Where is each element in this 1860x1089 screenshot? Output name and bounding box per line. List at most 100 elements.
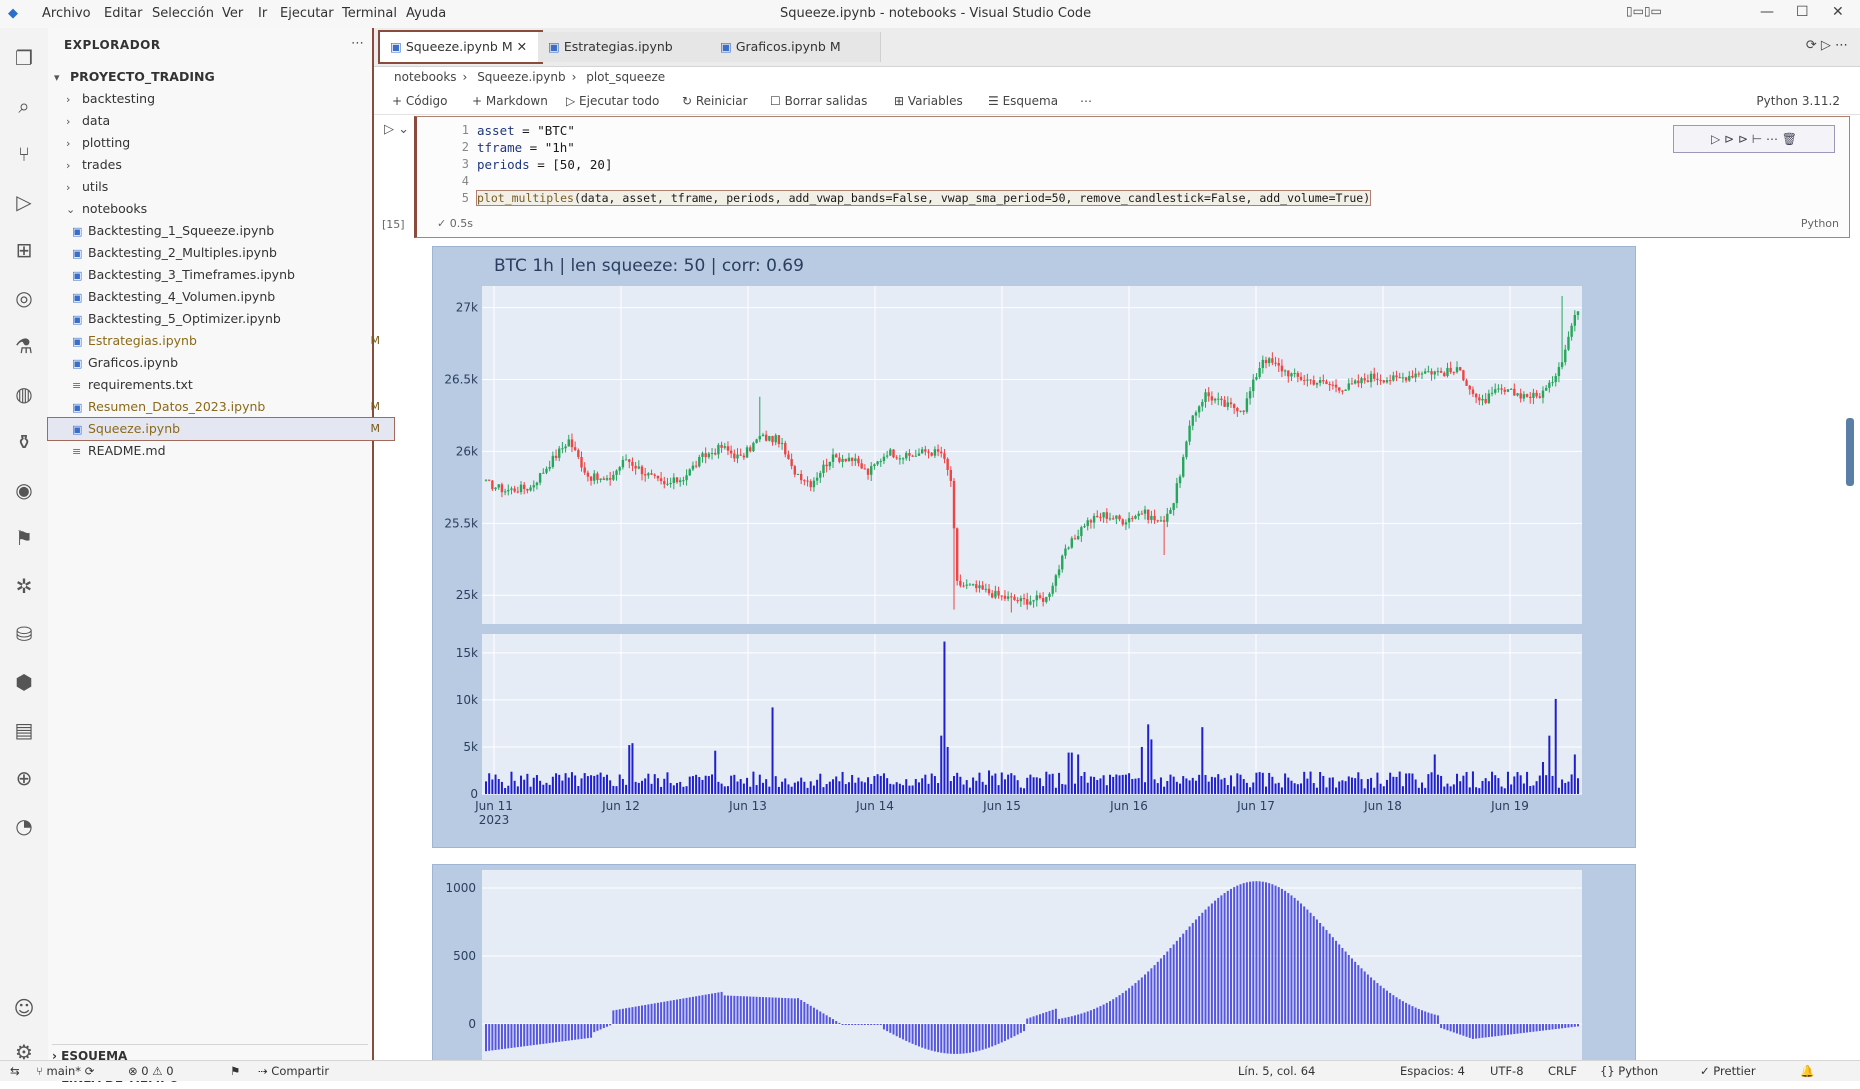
file-tree-item[interactable]: ▣ Backtesting_5_Optimizer.ipynb <box>48 308 394 330</box>
branch-status[interactable]: ⑂ main* ⟳ <box>36 1064 95 1078</box>
more-actions-icon[interactable]: ⋯ <box>351 36 364 51</box>
menu-go[interactable]: Ir <box>258 6 268 21</box>
prettier-status[interactable]: ✓ Prettier <box>1700 1064 1756 1078</box>
bookmark-icon[interactable]: ⚑ <box>15 526 33 550</box>
file-tree-item[interactable]: ⌄ notebooks <box>48 198 388 220</box>
menu-edit[interactable]: Editar <box>104 6 143 21</box>
volume-bar <box>1503 788 1506 794</box>
project-root[interactable]: ▾ PROYECTO_TRADING <box>48 66 376 88</box>
candle-body <box>720 444 723 448</box>
run-all-button[interactable]: ▷ Ejecutar todo <box>566 94 660 108</box>
breadcrumb-item[interactable]: plot_squeeze <box>586 70 666 84</box>
bell-icon[interactable]: ⚑ <box>230 1064 241 1078</box>
code-cell[interactable]: 1 asset = "BTC" 2 tframe = "1h" 3 periods = [… <box>414 116 1850 238</box>
x-tick-label: Jun 15 <box>982 799 1021 813</box>
squeeze-bar <box>494 1024 497 1050</box>
tab-graficos[interactable]: ▣ Graficos.ipynb M <box>710 32 881 62</box>
candle-body <box>911 455 914 457</box>
squeeze-bar <box>663 1001 666 1024</box>
file-tree-item[interactable]: ▣ Estrategias.ipynb M <box>48 330 394 352</box>
file-tree-item[interactable]: ▣ Squeeze.ipynb M <box>47 417 395 441</box>
close-button[interactable]: ✕ <box>1832 4 1844 20</box>
menu-run[interactable]: Ejecutar <box>280 6 334 21</box>
encoding-status[interactable]: UTF-8 <box>1490 1064 1524 1078</box>
add-code-button[interactable]: + Código <box>392 94 448 108</box>
explorer-icon[interactable]: ❐ <box>15 46 33 70</box>
close-tab-icon[interactable]: ✕ <box>516 39 528 54</box>
menu-help[interactable]: Ayuda <box>406 6 447 21</box>
cursor-position[interactable]: Lín. 5, col. 64 <box>1238 1064 1316 1078</box>
testing-icon[interactable]: ⚗ <box>15 334 33 358</box>
code-line: plot_multiples(data, asset, tframe, peri… <box>475 190 1372 206</box>
tab-estrategias[interactable]: ▣ Estrategias.ipynb <box>538 32 711 62</box>
variables-button[interactable]: ⊞ Variables <box>894 94 963 108</box>
search-icon[interactable]: ⌕ <box>18 94 30 118</box>
outline-button[interactable]: ☰ Esquema <box>988 94 1059 108</box>
editor-actions[interactable]: ⟳ ▷ ⋯ <box>1805 38 1848 53</box>
add-markdown-button[interactable]: + Markdown <box>472 94 548 108</box>
account-icon[interactable]: ☺ <box>13 996 35 1020</box>
minimize-button[interactable]: — <box>1760 4 1774 20</box>
code-token: = [50, 20] <box>529 157 613 172</box>
file-tree-item[interactable]: › backtesting <box>48 88 388 110</box>
problems-status[interactable]: ⊗ 0 ⚠ 0 <box>128 1064 174 1078</box>
squeeze-bar <box>761 997 764 1024</box>
kernel-picker[interactable]: Python 3.11.2 <box>1756 94 1840 108</box>
globe-icon[interactable]: ⊕ <box>15 766 33 790</box>
menu-terminal[interactable]: Terminal <box>342 6 397 21</box>
file-tree-item[interactable]: › utils <box>48 176 388 198</box>
run-debug-icon[interactable]: ▷ <box>16 190 32 214</box>
breadcrumb-item[interactable]: Squeeze.ipynb <box>477 70 566 84</box>
maximize-button[interactable]: ☐ <box>1796 4 1809 20</box>
file-tree-item[interactable]: ▣ Graficos.ipynb <box>48 352 394 374</box>
gear-extension-icon[interactable]: ✲ <box>15 574 33 598</box>
remote-explorer-icon[interactable]: ◎ <box>15 286 33 310</box>
file-tree-item[interactable]: ▣ Backtesting_3_Timeframes.ipynb <box>48 264 394 286</box>
menu-selection[interactable]: Selección <box>152 6 214 21</box>
source-control-icon[interactable]: ⑂ <box>18 142 30 166</box>
cell-toolbar[interactable]: ▷ ⊳ ⊳ ⊢ ⋯ 🗑 <box>1673 125 1835 153</box>
package-icon[interactable]: ⬢ <box>15 670 33 694</box>
file-tree-item[interactable]: › plotting <box>48 132 388 154</box>
chevron-down-icon: ▾ <box>54 71 60 84</box>
file-tree-item[interactable]: ▣ Backtesting_4_Volumen.ipynb <box>48 286 394 308</box>
docker-icon[interactable]: ◉ <box>15 478 33 502</box>
eol-status[interactable]: CRLF <box>1548 1064 1578 1078</box>
breadcrumb-item[interactable]: notebooks <box>394 70 457 84</box>
jupyter-icon[interactable]: ◍ <box>15 382 33 406</box>
run-cell-icon[interactable]: ▷ ⌄ <box>384 122 410 137</box>
database-icon[interactable]: ⛁ <box>15 622 33 646</box>
file-tree-item[interactable]: ▣ Backtesting_1_Squeeze.ipynb <box>48 220 394 242</box>
candlestick-chart[interactable]: 25k 25.5k 26k 26.5k 27k Jun 11 Jun 12 Jun 13 Jun… <box>432 246 1634 846</box>
layout-controls-icon[interactable]: ▯▭▯▭ <box>1626 4 1662 18</box>
live-share-status[interactable]: ⇢ Compartir <box>258 1064 330 1078</box>
extensions-icon[interactable]: ⊞ <box>15 238 33 262</box>
folder-icon[interactable]: ▤ <box>14 718 34 742</box>
remote-icon[interactable]: ⇆ <box>10 1064 20 1078</box>
more-button[interactable]: ⋯ <box>1080 94 1092 108</box>
notifications-icon[interactable]: 🔔 <box>1800 1064 1815 1078</box>
squeeze-bar <box>491 1024 494 1051</box>
menu-view[interactable]: Ver <box>222 6 244 21</box>
file-tree-item[interactable]: ≡ requirements.txt <box>48 374 394 396</box>
file-tree-item[interactable]: ▣ Resumen_Datos_2023.ipynb M <box>48 396 394 418</box>
tab-squeeze[interactable]: ▣ Squeeze.ipynb M ✕ <box>378 30 543 64</box>
restart-button[interactable]: ↻ Reiniciar <box>682 94 748 108</box>
timeline-icon[interactable]: ◔ <box>15 814 33 838</box>
spaces-status[interactable]: Espacios: 4 <box>1400 1064 1465 1078</box>
outline-section[interactable]: › ESQUEMA <box>52 1044 368 1067</box>
file-tree-item[interactable]: › data <box>48 110 388 132</box>
file-tree-item[interactable]: ≡ README.md <box>48 440 394 462</box>
file-tree-item[interactable]: › trades <box>48 154 388 176</box>
menu-file[interactable]: Archivo <box>42 6 91 21</box>
candle-body <box>1350 383 1354 385</box>
squeeze-bar-chart[interactable]: 0 500 1000 <box>432 864 1634 1060</box>
settings-gear-icon[interactable]: ⚙ <box>15 1040 33 1064</box>
clear-outputs-button[interactable]: ☐ Borrar salidas <box>770 94 868 108</box>
vertical-scrollbar[interactable] <box>1846 418 1854 486</box>
language-status[interactable]: {} Python <box>1600 1064 1659 1078</box>
volume-bar <box>1424 787 1427 794</box>
flask-icon[interactable]: ⚱ <box>15 430 33 454</box>
file-tree-item[interactable]: ▣ Backtesting_2_Multiples.ipynb <box>48 242 394 264</box>
cell-language[interactable]: Python <box>1800 217 1839 230</box>
